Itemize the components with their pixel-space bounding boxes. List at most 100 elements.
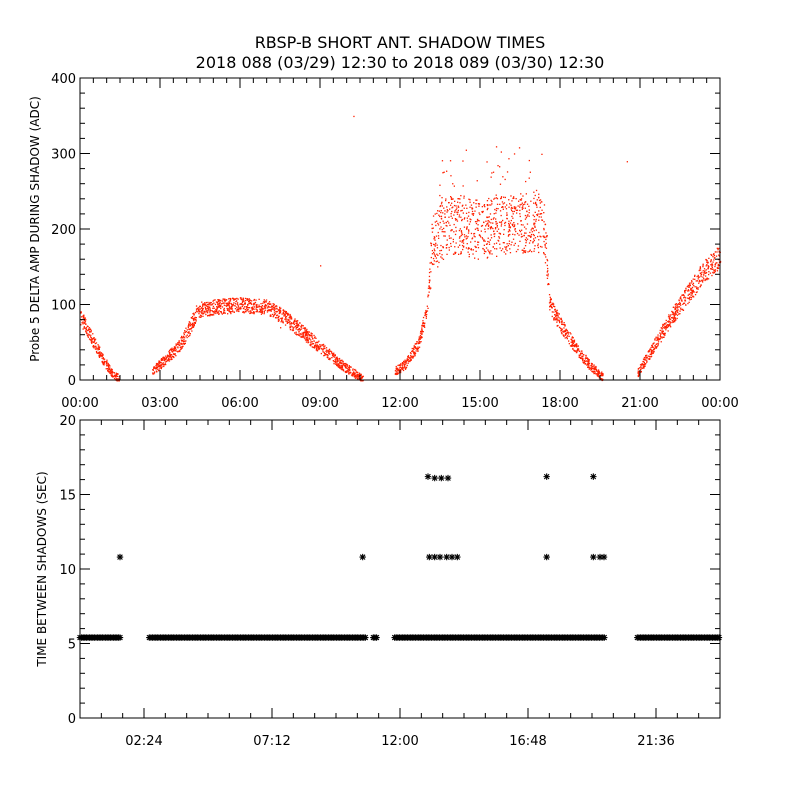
top-data-point bbox=[175, 355, 177, 357]
top-data-point bbox=[573, 350, 576, 352]
top-data-point bbox=[717, 249, 719, 251]
top-data-point bbox=[502, 176, 504, 178]
top-data-point bbox=[214, 299, 216, 301]
top-data-point bbox=[230, 298, 232, 300]
top-data-point bbox=[653, 342, 655, 344]
top-data-point bbox=[171, 351, 173, 353]
top-data-point bbox=[498, 237, 501, 239]
top-data-point bbox=[545, 242, 547, 244]
top-data-point bbox=[264, 301, 266, 303]
top-data-point bbox=[561, 323, 563, 325]
top-data-point bbox=[561, 321, 563, 323]
top-data-point bbox=[547, 283, 549, 286]
top-data-point bbox=[440, 203, 443, 205]
top-data-point bbox=[587, 364, 589, 366]
bottom-data-point bbox=[424, 473, 432, 480]
top-data-point bbox=[423, 322, 425, 324]
top-data-point bbox=[693, 296, 695, 298]
top-data-point bbox=[659, 338, 661, 341]
top-data-point bbox=[173, 346, 176, 348]
top-data-point bbox=[573, 344, 575, 346]
top-data-point bbox=[499, 210, 502, 212]
top-data-point bbox=[536, 199, 538, 201]
top-data-point bbox=[219, 300, 222, 302]
top-data-point bbox=[421, 327, 423, 329]
top-data-point bbox=[352, 374, 354, 377]
top-data-point bbox=[506, 246, 508, 248]
top-data-point bbox=[477, 247, 480, 249]
top-data-point bbox=[241, 299, 243, 301]
top-data-point bbox=[199, 310, 201, 313]
top-data-point bbox=[468, 256, 470, 258]
top-data-point bbox=[289, 323, 291, 325]
top-data-point bbox=[530, 200, 532, 202]
top-data-point bbox=[295, 333, 297, 335]
top-data-point bbox=[220, 311, 222, 313]
top-data-point bbox=[410, 358, 412, 360]
top-data-point bbox=[308, 338, 310, 340]
top-data-point bbox=[509, 203, 511, 205]
top-data-point bbox=[700, 273, 703, 275]
top-y-tick-label: 400 bbox=[51, 72, 76, 87]
top-data-point bbox=[227, 302, 229, 304]
top-data-point bbox=[241, 301, 244, 303]
top-data-point bbox=[267, 307, 269, 309]
top-data-point bbox=[651, 353, 653, 355]
top-data-point bbox=[645, 359, 647, 361]
top-data-point bbox=[489, 226, 491, 229]
top-data-point bbox=[320, 265, 322, 267]
top-data-point bbox=[442, 246, 444, 248]
top-data-point bbox=[452, 198, 454, 200]
top-data-point bbox=[481, 224, 484, 227]
top-data-point bbox=[511, 241, 513, 243]
top-data-point bbox=[410, 359, 412, 361]
top-data-point bbox=[223, 304, 225, 306]
top-data-point bbox=[336, 358, 338, 361]
top-data-point bbox=[602, 375, 604, 377]
top-data-point bbox=[665, 325, 667, 327]
top-data-point bbox=[189, 322, 192, 324]
top-data-point bbox=[463, 195, 465, 197]
top-data-point bbox=[156, 364, 158, 366]
bottom-data-point bbox=[431, 474, 438, 482]
top-data-point bbox=[228, 301, 230, 303]
top-axis-ticks: 00:00 03:00 06:00 09:00 12:00 15:00 18:00 21:00… bbox=[51, 72, 739, 411]
top-data-point bbox=[260, 308, 263, 310]
top-data-point bbox=[323, 347, 325, 349]
top-data-point bbox=[655, 343, 657, 345]
top-data-point bbox=[514, 234, 516, 236]
top-data-point bbox=[229, 302, 231, 304]
top-data-point bbox=[336, 360, 338, 363]
top-data-point bbox=[117, 373, 119, 375]
top-data-point bbox=[566, 332, 568, 335]
top-data-point bbox=[556, 325, 558, 327]
top-data-point bbox=[443, 235, 445, 237]
top-data-point bbox=[183, 339, 185, 341]
top-data-point bbox=[178, 350, 180, 352]
top-data-point bbox=[262, 301, 265, 303]
bottom-y-tick-label: 10 bbox=[59, 563, 76, 578]
top-data-point bbox=[95, 345, 97, 347]
top-data-point bbox=[103, 358, 106, 360]
top-data-point bbox=[485, 251, 487, 253]
top-data-point bbox=[476, 180, 478, 182]
top-data-point bbox=[307, 330, 309, 333]
top-data-point bbox=[688, 282, 691, 284]
top-data-point bbox=[684, 296, 686, 298]
top-data-point bbox=[495, 221, 497, 223]
top-data-point bbox=[212, 300, 214, 302]
top-data-point bbox=[286, 321, 288, 323]
top-data-point bbox=[705, 271, 708, 274]
top-data-point bbox=[563, 330, 566, 332]
top-data-point bbox=[432, 215, 435, 217]
top-data-point bbox=[433, 248, 435, 250]
top-data-point bbox=[431, 227, 433, 230]
top-data-point bbox=[670, 314, 672, 316]
top-data-point bbox=[419, 338, 421, 340]
top-data-point bbox=[231, 305, 233, 308]
top-data-point bbox=[323, 355, 325, 357]
top-data-point bbox=[534, 226, 536, 228]
top-data-point bbox=[551, 303, 553, 305]
top-data-point bbox=[339, 365, 341, 367]
top-data-point bbox=[237, 302, 239, 304]
